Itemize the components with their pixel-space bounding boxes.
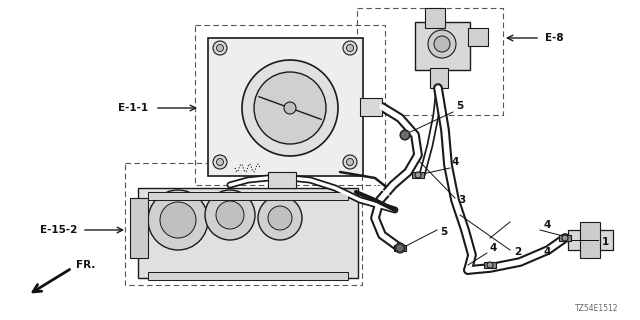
- Text: 1: 1: [602, 237, 609, 247]
- Text: 4: 4: [543, 220, 550, 230]
- Text: E-1-1: E-1-1: [118, 103, 148, 113]
- Circle shape: [428, 30, 456, 58]
- Text: 2: 2: [514, 247, 521, 257]
- Bar: [394, 245, 406, 251]
- Circle shape: [213, 155, 227, 169]
- Circle shape: [268, 206, 292, 230]
- Text: 5: 5: [456, 101, 463, 111]
- Circle shape: [148, 190, 208, 250]
- Text: 4: 4: [452, 157, 460, 167]
- Bar: [360, 98, 382, 116]
- Circle shape: [254, 72, 326, 144]
- Bar: [559, 235, 571, 241]
- Text: 3: 3: [458, 195, 465, 205]
- Text: 5: 5: [440, 227, 447, 237]
- Circle shape: [415, 172, 421, 178]
- Circle shape: [343, 155, 357, 169]
- Bar: [130, 198, 148, 258]
- Circle shape: [397, 245, 403, 251]
- Text: 4: 4: [490, 243, 497, 253]
- Bar: [148, 192, 348, 200]
- Circle shape: [258, 196, 302, 240]
- Circle shape: [213, 41, 227, 55]
- Text: FR.: FR.: [76, 260, 95, 270]
- Circle shape: [562, 235, 568, 241]
- Circle shape: [205, 190, 255, 240]
- Circle shape: [487, 262, 493, 268]
- Bar: [195, 25, 385, 185]
- Bar: [425, 8, 445, 28]
- Bar: [580, 222, 600, 258]
- Circle shape: [395, 243, 405, 253]
- Circle shape: [403, 132, 408, 138]
- Bar: [468, 28, 488, 46]
- Circle shape: [346, 158, 353, 165]
- Bar: [357, 8, 503, 115]
- Bar: [125, 163, 362, 285]
- Circle shape: [242, 60, 338, 156]
- Bar: [148, 272, 348, 280]
- Circle shape: [346, 44, 353, 52]
- Circle shape: [400, 130, 410, 140]
- Circle shape: [434, 36, 450, 52]
- Text: 4: 4: [543, 247, 550, 257]
- Bar: [430, 68, 448, 88]
- Bar: [268, 172, 296, 188]
- Text: TZ54E1512: TZ54E1512: [575, 304, 618, 313]
- Circle shape: [284, 102, 296, 114]
- Bar: [138, 188, 358, 278]
- Circle shape: [343, 41, 357, 55]
- Circle shape: [397, 245, 403, 251]
- Bar: [415, 22, 470, 70]
- Circle shape: [216, 201, 244, 229]
- Bar: [484, 262, 496, 268]
- Bar: [412, 172, 424, 178]
- Bar: [208, 38, 363, 176]
- Circle shape: [216, 44, 223, 52]
- Circle shape: [160, 202, 196, 238]
- Text: E-8: E-8: [545, 33, 564, 43]
- Bar: [568, 230, 613, 250]
- Text: E-15-2: E-15-2: [40, 225, 77, 235]
- Circle shape: [216, 158, 223, 165]
